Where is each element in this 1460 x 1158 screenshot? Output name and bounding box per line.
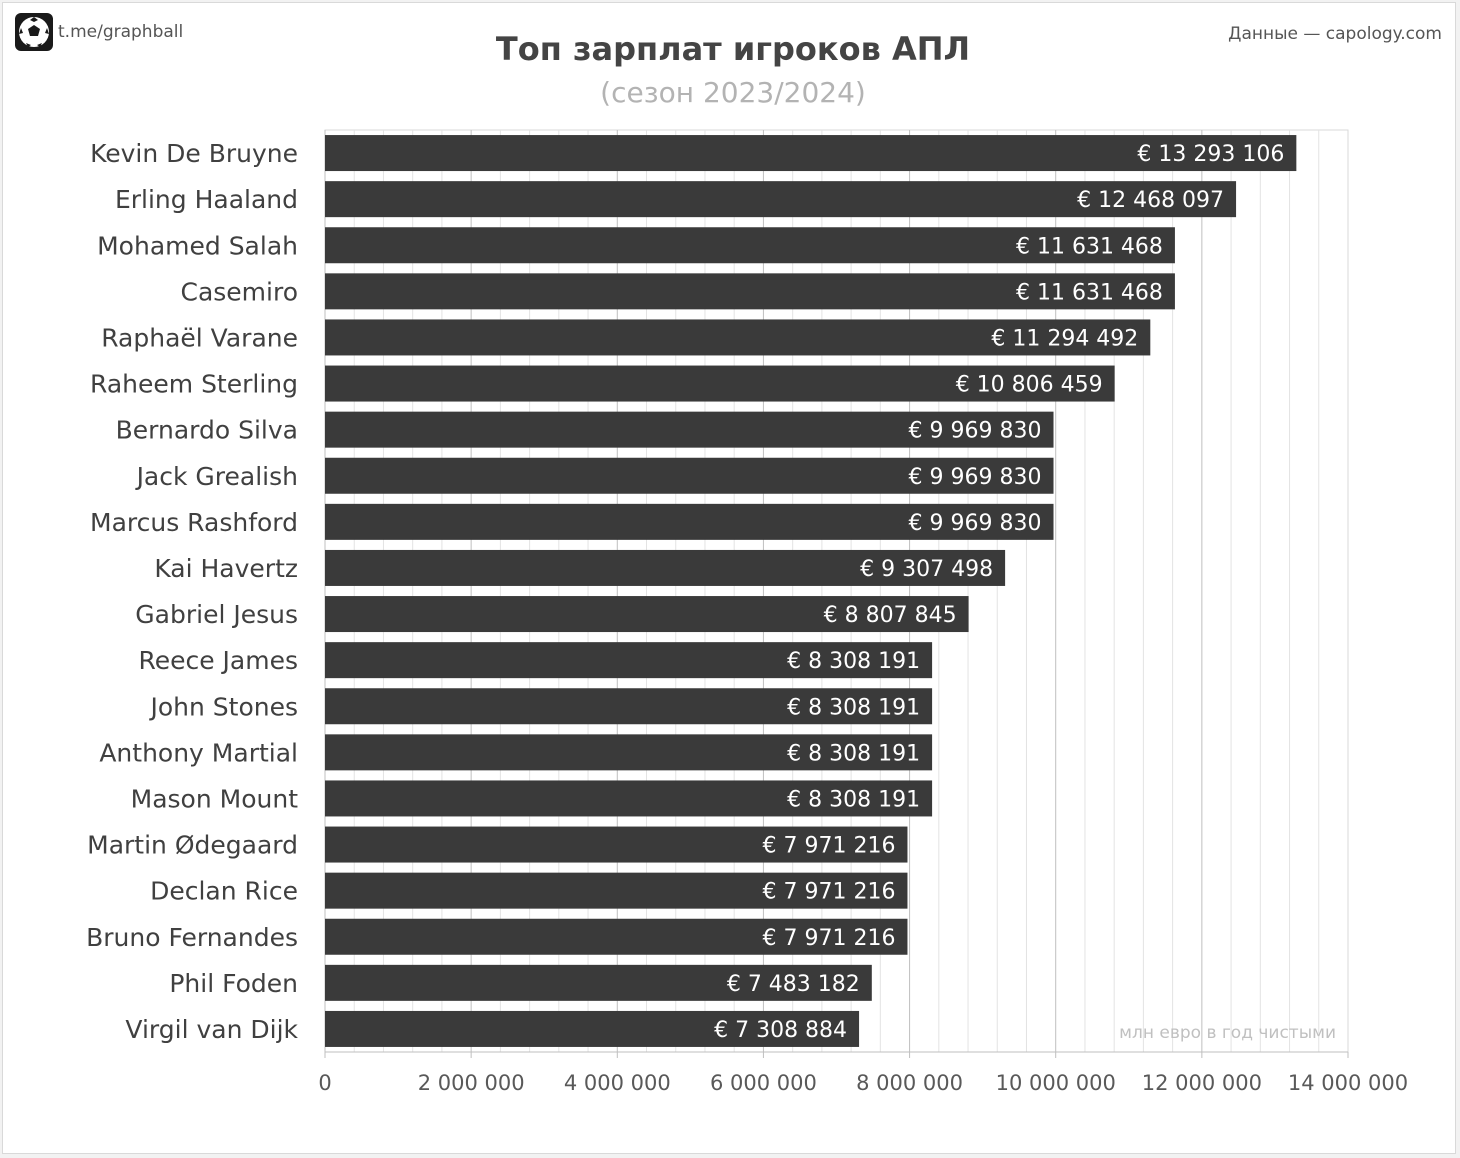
bar	[325, 780, 933, 817]
category-label: Declan Rice	[150, 877, 298, 906]
data-label: € 9 969 830	[909, 465, 1042, 490]
category-label: Reece James	[138, 646, 298, 675]
category-label: Mohamed Salah	[97, 231, 298, 260]
bar	[325, 411, 1054, 448]
chart-title: Топ зарплат игроков АПЛ	[495, 30, 971, 68]
data-label: € 8 308 191	[787, 787, 920, 812]
bar	[325, 688, 933, 725]
bar	[325, 872, 908, 909]
data-label: € 10 806 459	[956, 373, 1103, 398]
category-label: Gabriel Jesus	[135, 600, 298, 629]
data-source-note: Данные — capology.com	[1228, 24, 1442, 44]
data-label: € 9 969 830	[909, 419, 1042, 444]
bar	[325, 918, 908, 955]
bar	[325, 549, 1006, 586]
bar	[325, 181, 1237, 218]
data-label: € 8 807 845	[824, 603, 957, 628]
category-label: Kevin De Bruyne	[90, 139, 298, 168]
x-tick-label: 6 000 000	[710, 1071, 817, 1095]
data-label: € 7 308 884	[714, 1018, 847, 1043]
x-tick-label: 0	[318, 1071, 331, 1095]
data-label: € 7 971 216	[762, 926, 895, 951]
category-label: Bruno Fernandes	[86, 923, 298, 952]
bar	[325, 227, 1175, 264]
category-label: Erling Haaland	[115, 185, 298, 214]
bar	[325, 964, 872, 1001]
data-label: € 13 293 106	[1137, 142, 1284, 167]
x-tick-label: 2 000 000	[418, 1071, 525, 1095]
category-label: Martin Ødegaard	[87, 831, 298, 860]
data-label: € 8 308 191	[787, 695, 920, 720]
brand[interactable]: t.me/graphball	[14, 12, 183, 52]
data-label: € 9 307 498	[860, 557, 993, 582]
category-label: Raheem Sterling	[90, 370, 298, 399]
bar	[325, 734, 933, 771]
brand-link[interactable]: t.me/graphball	[58, 22, 184, 42]
category-label: Jack Grealish	[135, 462, 298, 491]
bar	[325, 826, 908, 863]
x-tick-label: 14 000 000	[1288, 1071, 1408, 1095]
chart-subtitle: (сезон 2023/2024)	[600, 76, 866, 109]
bar	[325, 135, 1297, 172]
category-label: Casemiro	[180, 277, 298, 306]
bar	[325, 365, 1115, 402]
category-label: Virgil van Dijk	[125, 1015, 298, 1044]
data-label: € 12 468 097	[1077, 188, 1224, 213]
bar	[325, 503, 1054, 540]
category-label: Marcus Rashford	[90, 508, 298, 537]
category-label: John Stones	[148, 692, 298, 721]
data-label: € 7 483 182	[727, 972, 860, 997]
data-label: € 7 971 216	[762, 834, 895, 859]
data-label: € 8 308 191	[787, 649, 920, 674]
data-label: € 9 969 830	[909, 511, 1042, 536]
category-label: Phil Foden	[169, 969, 298, 998]
category-label: Raphaël Varane	[101, 323, 298, 352]
bar	[325, 457, 1054, 494]
plot-area	[324, 129, 1349, 1053]
bar	[325, 1010, 860, 1047]
x-tick-label: 10 000 000	[996, 1071, 1116, 1095]
category-label: Mason Mount	[131, 784, 299, 813]
bar	[325, 642, 933, 679]
x-tick-label: 4 000 000	[564, 1071, 671, 1095]
soccer-ball-icon	[15, 13, 53, 51]
x-tick-label: 12 000 000	[1142, 1071, 1262, 1095]
data-label: € 11 631 468	[1016, 280, 1163, 305]
category-label: Kai Havertz	[154, 554, 298, 583]
bar	[325, 319, 1151, 356]
data-label: € 11 631 468	[1016, 234, 1163, 259]
bar	[325, 596, 969, 633]
data-label: € 7 971 216	[762, 880, 895, 905]
category-label: Anthony Martial	[99, 738, 298, 767]
data-label: € 11 294 492	[991, 326, 1138, 351]
data-label: € 8 308 191	[787, 741, 920, 766]
category-label: Bernardo Silva	[116, 416, 298, 445]
x-tick-label: 8 000 000	[856, 1071, 963, 1095]
unit-note: млн евро в год чистыми	[1119, 1023, 1336, 1043]
bar	[325, 273, 1175, 310]
